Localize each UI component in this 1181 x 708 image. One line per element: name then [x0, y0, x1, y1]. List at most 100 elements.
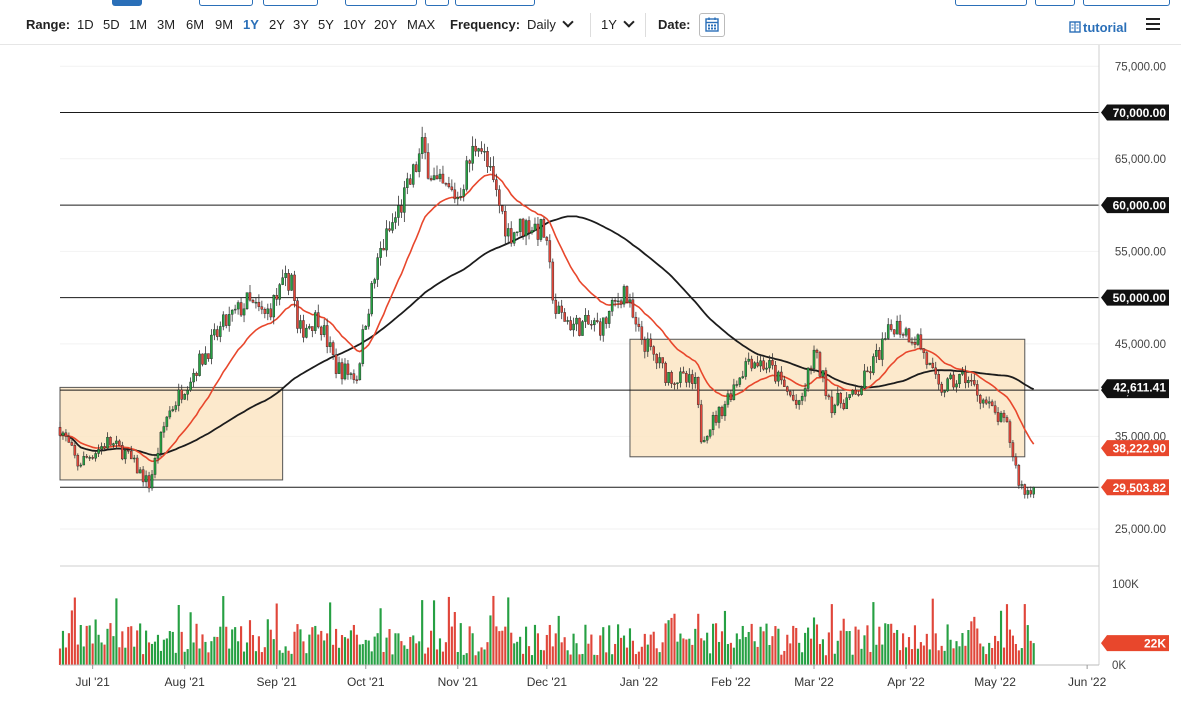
candle-body [993, 405, 997, 413]
candle-body [777, 371, 780, 382]
period-dropdown[interactable]: 1Y [601, 16, 635, 32]
volume-bar [471, 633, 474, 665]
candle-body [94, 453, 97, 459]
header-tab[interactable] [199, 0, 253, 6]
candle-body [907, 328, 911, 343]
candle-body [812, 349, 816, 369]
header-tab[interactable] [1083, 0, 1170, 6]
tutorial-link[interactable]: tutorial [1069, 20, 1127, 35]
volume-bar [468, 626, 471, 665]
last-volume-tag: 22K [1101, 635, 1169, 652]
header-tab[interactable] [455, 0, 535, 6]
volume-bar [985, 654, 988, 665]
candle-body [512, 232, 516, 244]
candle-body [658, 357, 661, 364]
candle-body [518, 218, 522, 233]
volume-bar [385, 637, 388, 665]
candle-body [738, 377, 742, 385]
volume-bar [121, 631, 124, 665]
volume-bar [447, 596, 450, 665]
volume-bar [572, 633, 575, 665]
candle-body [299, 320, 302, 329]
range-1d-button[interactable]: 1D [77, 17, 94, 32]
range-10y-button[interactable]: 10Y [343, 17, 367, 32]
x-tick-label: Jan '22 [620, 675, 659, 689]
candle-body [349, 373, 353, 375]
calendar-button[interactable] [699, 13, 725, 37]
candle-body [308, 326, 311, 329]
volume-bar [281, 652, 284, 665]
candle-body [881, 338, 884, 360]
tutorial-label: tutorial [1083, 20, 1128, 35]
volume-bar [326, 633, 329, 665]
volume-bar [940, 645, 943, 665]
candle-body [233, 308, 237, 311]
volume-bar [661, 642, 664, 665]
volume-bar [522, 653, 525, 665]
header-tab[interactable] [345, 0, 417, 6]
volume-bar [323, 640, 326, 665]
last-volume-tag-text: 22K [1144, 637, 1166, 651]
candle-body [447, 183, 451, 188]
volume-bar [290, 653, 293, 665]
volume-bar [551, 646, 554, 665]
range-9m-button[interactable]: 9M [215, 17, 234, 32]
range-3y-button[interactable]: 3Y [293, 17, 309, 32]
menu-icon[interactable] [1146, 18, 1160, 32]
header-tab[interactable] [1035, 0, 1075, 6]
candle-body [919, 334, 923, 349]
range-2y-button[interactable]: 2Y [269, 17, 285, 32]
candle-body [245, 292, 249, 310]
range-5d-button[interactable]: 5D [103, 17, 120, 32]
volume-bar [608, 625, 611, 665]
candle-body [177, 389, 181, 406]
candle-body [940, 383, 943, 393]
volume-bar [836, 640, 839, 665]
range-1y-button[interactable]: 1Y [243, 17, 259, 32]
volume-bar [1020, 648, 1023, 665]
volume-bar [821, 639, 824, 665]
volume-bar [130, 626, 133, 665]
y-tick-label: 65,000.00 [1115, 154, 1166, 166]
candle-body [723, 404, 727, 417]
volume-bar [415, 643, 418, 665]
candle-body [806, 367, 810, 389]
candle-body [73, 445, 77, 456]
candle-body [756, 362, 759, 367]
x-tick-label: Oct '21 [347, 675, 385, 689]
x-tick-label: Aug '21 [165, 675, 206, 689]
candle-body [239, 302, 243, 316]
range-1m-button[interactable]: 1M [129, 17, 148, 32]
volume-bar [934, 633, 937, 665]
candle-body [572, 323, 575, 331]
y-tick-label: 45,000.00 [1115, 339, 1166, 351]
candle-body [664, 362, 667, 383]
candle-body [990, 401, 994, 406]
range-max-button[interactable]: MAX [407, 17, 436, 32]
candle-body [88, 457, 91, 459]
chevron-down-icon [623, 16, 635, 28]
range-3m-button[interactable]: 3M [157, 17, 176, 32]
header-tab[interactable] [425, 0, 449, 6]
volume-bar [1032, 643, 1035, 665]
candle-body [741, 376, 745, 379]
range-20y-button[interactable]: 20Y [374, 17, 398, 32]
range-6m-button[interactable]: 6M [186, 17, 205, 32]
header-tab[interactable] [263, 0, 318, 6]
candle-body [420, 137, 424, 155]
volume-bar [685, 639, 688, 665]
frequency-dropdown[interactable]: Daily [527, 16, 574, 32]
candle-body [788, 391, 792, 396]
volume-bar [88, 625, 91, 665]
header-tab[interactable] [955, 0, 1027, 6]
header-tab-active[interactable] [112, 0, 142, 6]
price-chart[interactable]: 75,000.0065,000.0055,000.0045,000.0035,0… [0, 45, 1181, 705]
candle-body [397, 205, 400, 218]
volume-bar [231, 629, 234, 665]
range-5y-button[interactable]: 5Y [318, 17, 334, 32]
candle-body [688, 374, 691, 383]
volume-bar [961, 633, 964, 665]
candle-body [696, 377, 700, 405]
volume-bar [91, 643, 94, 665]
candle-body [952, 374, 955, 388]
